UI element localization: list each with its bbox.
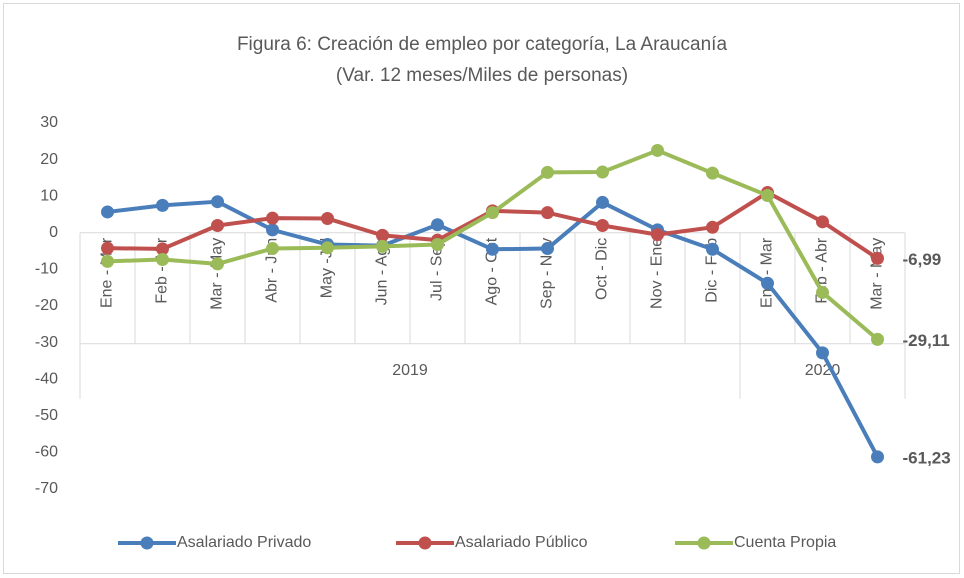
- x-tick-label: Jul - Sep: [429, 238, 446, 301]
- y-tick-label: -10: [35, 261, 58, 278]
- data-point: [376, 228, 389, 242]
- data-point: [541, 242, 554, 256]
- data-point: [156, 253, 169, 267]
- data-point: [706, 242, 719, 256]
- data-point: [761, 188, 774, 202]
- x-tick-label: Ene - Mar: [759, 237, 776, 308]
- y-tick-label: -60: [35, 444, 58, 461]
- y-tick-label: 10: [40, 187, 58, 204]
- data-point: [486, 242, 499, 256]
- data-point: [871, 450, 884, 464]
- data-label: -29,11: [903, 331, 950, 350]
- y-tick-label: 0: [49, 224, 58, 241]
- y-tick-label: -30: [35, 334, 58, 351]
- data-point: [651, 228, 664, 242]
- data-point: [211, 257, 224, 271]
- data-label: -61,23: [903, 448, 951, 467]
- group-label: 2019: [392, 362, 428, 379]
- data-point: [706, 220, 719, 234]
- data-point: [816, 285, 829, 299]
- data-point: [321, 212, 334, 226]
- legend-marker: [418, 536, 432, 550]
- y-tick-label: -40: [35, 370, 58, 387]
- data-point: [871, 251, 884, 265]
- data-point: [101, 205, 114, 219]
- legend-label: Cuenta Propia: [734, 534, 836, 551]
- data-label: -6,99: [903, 250, 942, 269]
- data-point: [266, 223, 279, 237]
- x-tick-label: Mar - May: [869, 238, 886, 310]
- data-point: [101, 254, 114, 268]
- data-point: [376, 239, 389, 253]
- x-tick-label: Abr - Jun: [264, 238, 281, 303]
- legend-marker: [697, 536, 711, 550]
- data-point: [651, 143, 664, 157]
- x-tick-label: Nov - Ene: [649, 238, 666, 309]
- legend-marker: [140, 536, 154, 550]
- data-point: [596, 165, 609, 179]
- y-tick-label: -70: [35, 480, 58, 497]
- data-point: [541, 206, 554, 220]
- data-point: [706, 166, 719, 180]
- y-tick-label: 20: [40, 151, 58, 168]
- x-tick-label: Sep - Nov: [539, 238, 556, 309]
- data-point: [266, 242, 279, 256]
- legend-label: Asalariado Privado: [177, 534, 311, 551]
- data-point: [871, 332, 884, 346]
- data-point: [596, 218, 609, 232]
- data-point: [156, 198, 169, 212]
- y-tick-label: -50: [35, 407, 58, 424]
- chart-subtitle: (Var. 12 meses/Miles de personas): [336, 65, 628, 86]
- legend-label: Asalariado Público: [455, 534, 588, 551]
- data-point: [321, 241, 334, 255]
- data-point: [816, 346, 829, 360]
- chart-title: Figura 6: Creación de empleo por categor…: [237, 34, 728, 55]
- data-point: [816, 215, 829, 229]
- data-point: [101, 241, 114, 255]
- y-tick-label: 30: [40, 114, 58, 131]
- data-point: [541, 165, 554, 179]
- data-point: [211, 195, 224, 209]
- x-tick-label: Ene - Mar: [99, 237, 116, 308]
- data-point: [266, 211, 279, 225]
- data-point: [431, 238, 444, 252]
- data-point: [596, 195, 609, 209]
- x-tick-label: Mar - May: [209, 238, 226, 310]
- chart-border: [3, 3, 960, 574]
- data-point: [431, 218, 444, 232]
- data-point: [761, 276, 774, 290]
- x-tick-label: Oct - Dic: [594, 238, 611, 300]
- data-point: [486, 206, 499, 220]
- x-tick-label: Jun - Ago: [374, 238, 391, 306]
- y-tick-label: -20: [35, 297, 58, 314]
- data-point: [156, 242, 169, 256]
- data-point: [211, 218, 224, 232]
